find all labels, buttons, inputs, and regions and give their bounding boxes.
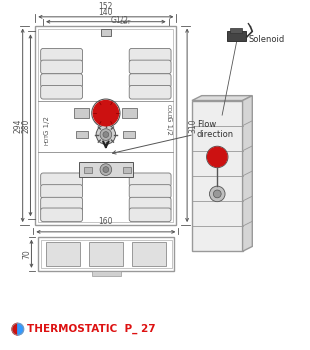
Circle shape [207,147,227,167]
FancyBboxPatch shape [129,74,171,88]
Circle shape [213,190,221,198]
Wedge shape [18,323,24,335]
Text: 152: 152 [99,2,113,11]
Bar [92,271,121,276]
Bar [35,26,176,225]
Text: 310: 310 [188,118,197,133]
Text: 70: 70 [22,249,31,259]
Bar [123,167,131,173]
FancyBboxPatch shape [41,85,82,99]
Text: Flow
direction: Flow direction [197,120,234,139]
Text: G1/2: G1/2 [111,16,129,25]
Circle shape [103,132,109,138]
FancyBboxPatch shape [129,197,171,211]
Bar [230,28,241,33]
FancyBboxPatch shape [129,208,171,222]
FancyBboxPatch shape [129,85,171,99]
Text: 140: 140 [99,8,113,17]
Text: THERMOSTATIC  P_ 27: THERMOSTATIC P_ 27 [27,324,155,334]
FancyBboxPatch shape [41,48,82,62]
Bar [132,241,166,266]
Bar [74,108,89,118]
FancyBboxPatch shape [129,185,171,198]
Bar [38,237,175,271]
Bar [41,240,171,268]
FancyBboxPatch shape [41,208,82,222]
Bar [38,28,174,222]
Text: G 1/2: G 1/2 [44,116,50,135]
Text: G 1/2: G 1/2 [166,116,172,135]
Circle shape [96,125,116,144]
Bar [76,131,88,139]
Text: 160: 160 [99,217,113,226]
Circle shape [100,129,112,140]
Bar [192,100,242,251]
Bar [122,108,136,118]
Circle shape [100,164,112,175]
Text: 280: 280 [21,118,30,133]
Bar [123,131,135,139]
Text: COLD: COLD [166,104,171,119]
FancyBboxPatch shape [129,60,171,74]
FancyBboxPatch shape [41,74,82,88]
Polygon shape [242,96,252,251]
Bar [101,28,111,36]
Text: Solenoid: Solenoid [248,35,285,44]
FancyBboxPatch shape [129,48,171,62]
Bar [227,32,246,41]
Wedge shape [12,323,18,335]
Bar [46,241,80,266]
FancyBboxPatch shape [41,185,82,198]
Circle shape [103,167,109,173]
Bar [89,241,123,266]
Text: HOT: HOT [45,133,50,145]
Polygon shape [192,96,252,100]
Bar [79,162,133,177]
Bar [84,167,92,173]
FancyBboxPatch shape [129,173,171,187]
FancyBboxPatch shape [41,60,82,74]
FancyBboxPatch shape [41,173,82,187]
FancyBboxPatch shape [41,197,82,211]
Circle shape [93,100,118,126]
Text: 294: 294 [13,118,22,133]
Text: OUT: OUT [119,20,131,25]
Circle shape [210,186,225,202]
